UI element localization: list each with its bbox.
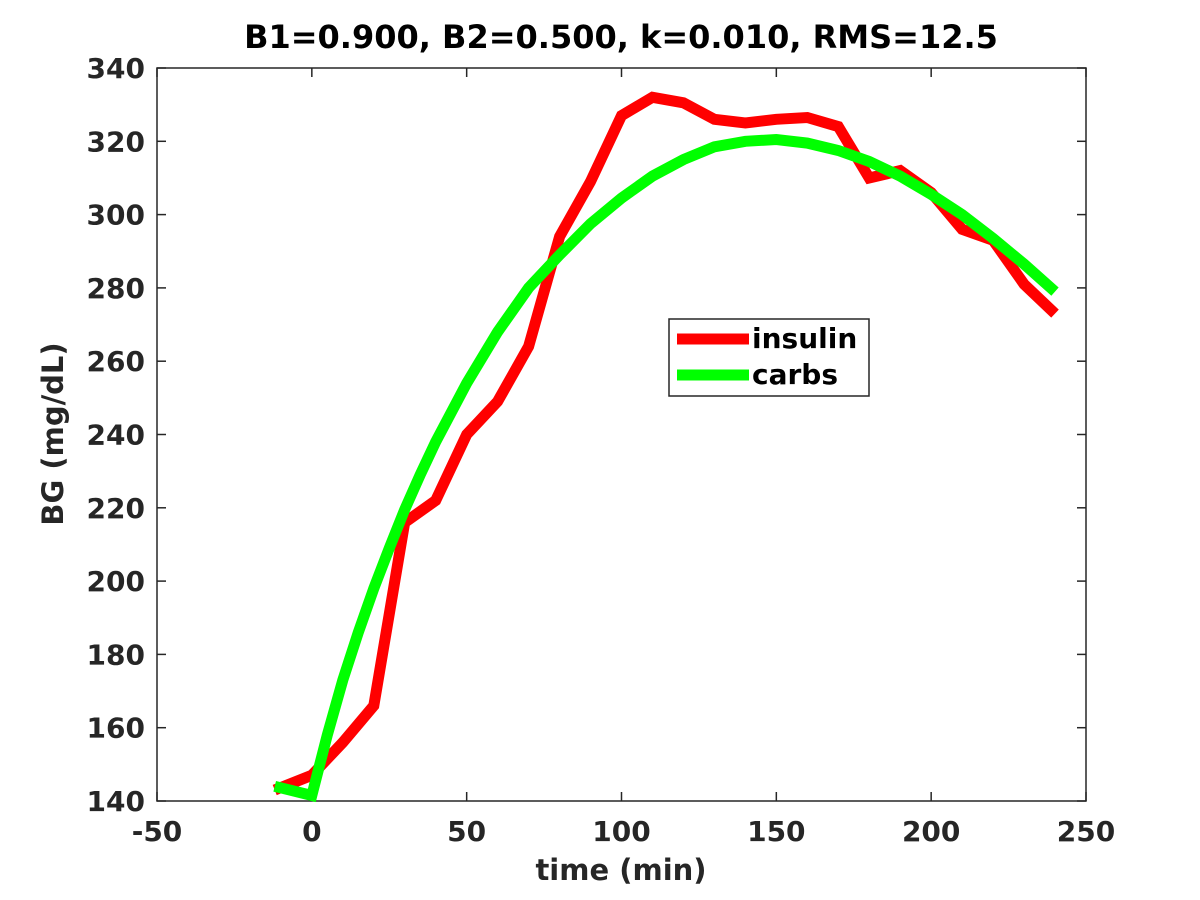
series-line-carbs [273,133,1059,803]
y-tick-label: 320 [87,125,145,158]
y-tick-label: 260 [87,345,145,378]
series-layer [272,91,1059,803]
y-tick-label: 300 [87,199,145,232]
legend-box [668,318,870,397]
y-tick-label: 160 [87,712,145,745]
y-tick-label: 340 [87,52,145,85]
x-axis: -50 0 50 100 150 200 250 [132,68,1115,848]
x-tick-label: 0 [302,815,321,848]
plot-area [156,67,1087,802]
x-tick-label: -50 [132,815,183,848]
x-tick-label: 250 [1057,815,1115,848]
y-tick-label: 140 [87,785,145,818]
y-axis-title: BG (mg/dL) [36,342,70,525]
y-tick-label: 180 [87,638,145,671]
y-tick-label: 220 [87,492,145,525]
x-axis-title: time (min) [535,853,706,887]
x-tick-label: 200 [902,815,960,848]
chart-title: B1=0.900, B2=0.500, k=0.010, RMS=12.5 [244,18,998,56]
x-tick-label: 150 [747,815,805,848]
x-tick-label: 50 [447,815,486,848]
legend: insulin carbs [668,318,870,397]
y-axis: 140 160 180 200 220 240 260 280 300 320 340 [87,52,1086,818]
x-tick-label: 100 [592,815,650,848]
legend-label-insulin: insulin [752,322,857,355]
y-tick-label: 200 [87,565,145,598]
legend-label-carbs: carbs [752,358,838,391]
y-tick-label: 280 [87,272,145,305]
y-tick-label: 240 [87,419,145,452]
